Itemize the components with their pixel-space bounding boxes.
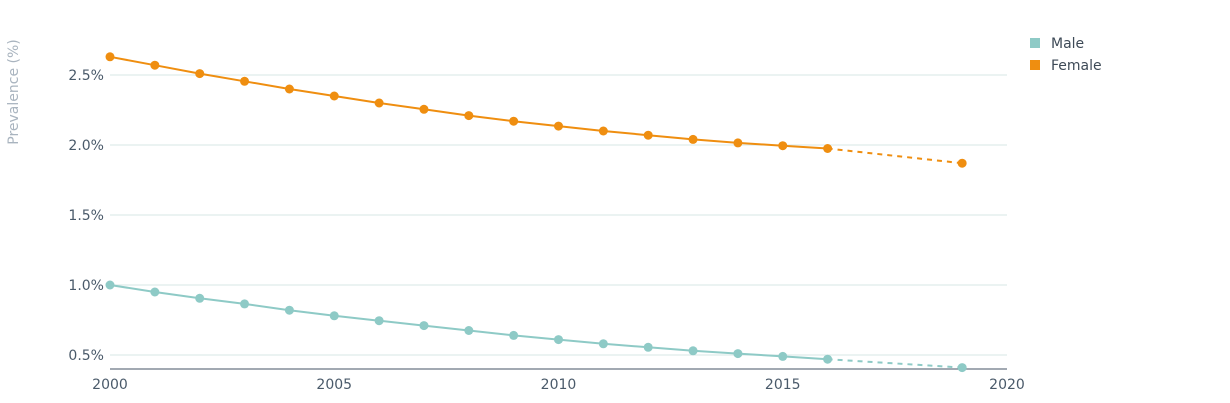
x-tick-label: 2005 bbox=[316, 377, 352, 393]
series-layer bbox=[105, 52, 967, 373]
data-point-female[interactable] bbox=[284, 84, 294, 94]
data-point-male[interactable] bbox=[509, 330, 519, 340]
data-point-female[interactable] bbox=[419, 104, 429, 114]
data-point-male[interactable] bbox=[195, 293, 205, 303]
series-female bbox=[105, 52, 967, 168]
projection-point-male[interactable] bbox=[957, 363, 967, 373]
legend-item-male[interactable]: Male bbox=[1030, 36, 1084, 52]
data-point-female[interactable] bbox=[643, 130, 653, 140]
data-point-female[interactable] bbox=[509, 116, 519, 126]
x-tick-label: 2010 bbox=[541, 377, 577, 393]
data-point-male[interactable] bbox=[150, 287, 160, 297]
data-point-male[interactable] bbox=[464, 326, 474, 335]
data-point-female[interactable] bbox=[195, 69, 205, 79]
data-point-female[interactable] bbox=[598, 126, 608, 136]
series-line-female bbox=[109, 55, 828, 150]
y-tick-label: 1.0% bbox=[68, 278, 104, 294]
y-axis-label: Prevalence (%) bbox=[6, 39, 22, 145]
legend-swatch bbox=[1030, 38, 1040, 48]
data-point-male[interactable] bbox=[284, 305, 294, 315]
data-point-female[interactable] bbox=[464, 111, 474, 121]
data-point-male[interactable] bbox=[374, 316, 384, 326]
data-point-male[interactable] bbox=[823, 354, 833, 364]
data-point-female[interactable] bbox=[374, 98, 384, 108]
data-point-male[interactable] bbox=[554, 335, 563, 345]
series-line-male bbox=[109, 284, 828, 361]
data-point-female[interactable] bbox=[688, 134, 698, 144]
data-point-male[interactable] bbox=[778, 351, 788, 361]
y-tick-label: 1.5% bbox=[68, 208, 104, 224]
data-point-female[interactable] bbox=[733, 138, 743, 148]
data-point-male[interactable] bbox=[643, 342, 653, 352]
projection-line-male bbox=[827, 358, 963, 369]
legend: Male Female bbox=[1030, 36, 1102, 74]
legend-item-female[interactable]: Female bbox=[1030, 58, 1102, 74]
y-tick-label: 2.5% bbox=[68, 68, 104, 84]
x-tick-label: 2000 bbox=[92, 377, 128, 393]
data-point-male[interactable] bbox=[598, 339, 608, 349]
legend-label: Female bbox=[1051, 58, 1102, 74]
projection-point-female[interactable] bbox=[957, 158, 967, 168]
legend-swatch bbox=[1030, 60, 1040, 70]
data-point-male[interactable] bbox=[105, 280, 115, 290]
y-tick-label: 2.0% bbox=[68, 138, 104, 154]
data-point-female[interactable] bbox=[823, 144, 833, 153]
data-point-male[interactable] bbox=[733, 349, 743, 359]
x-tick-label: 2015 bbox=[765, 377, 801, 393]
x-axis-ticks: 2000 2005 2010 2015 2020 bbox=[92, 377, 1025, 393]
projection-line-female bbox=[827, 147, 963, 165]
data-point-female[interactable] bbox=[329, 91, 339, 101]
data-point-female[interactable] bbox=[105, 52, 115, 62]
grid-lines bbox=[110, 74, 1007, 356]
data-point-male[interactable] bbox=[688, 346, 698, 356]
y-axis-ticks: 0.5% 1.0% 1.5% 2.0% 2.5% bbox=[68, 68, 104, 364]
x-tick-label: 2020 bbox=[989, 377, 1025, 393]
data-point-male[interactable] bbox=[329, 311, 339, 321]
series-male bbox=[105, 280, 967, 373]
data-point-female[interactable] bbox=[240, 76, 250, 86]
legend-label: Male bbox=[1051, 36, 1084, 52]
data-point-male[interactable] bbox=[419, 321, 429, 331]
y-tick-label: 0.5% bbox=[68, 348, 104, 364]
data-point-male[interactable] bbox=[240, 299, 250, 309]
data-point-female[interactable] bbox=[778, 141, 788, 151]
data-point-female[interactable] bbox=[554, 121, 563, 131]
data-point-female[interactable] bbox=[150, 60, 160, 70]
